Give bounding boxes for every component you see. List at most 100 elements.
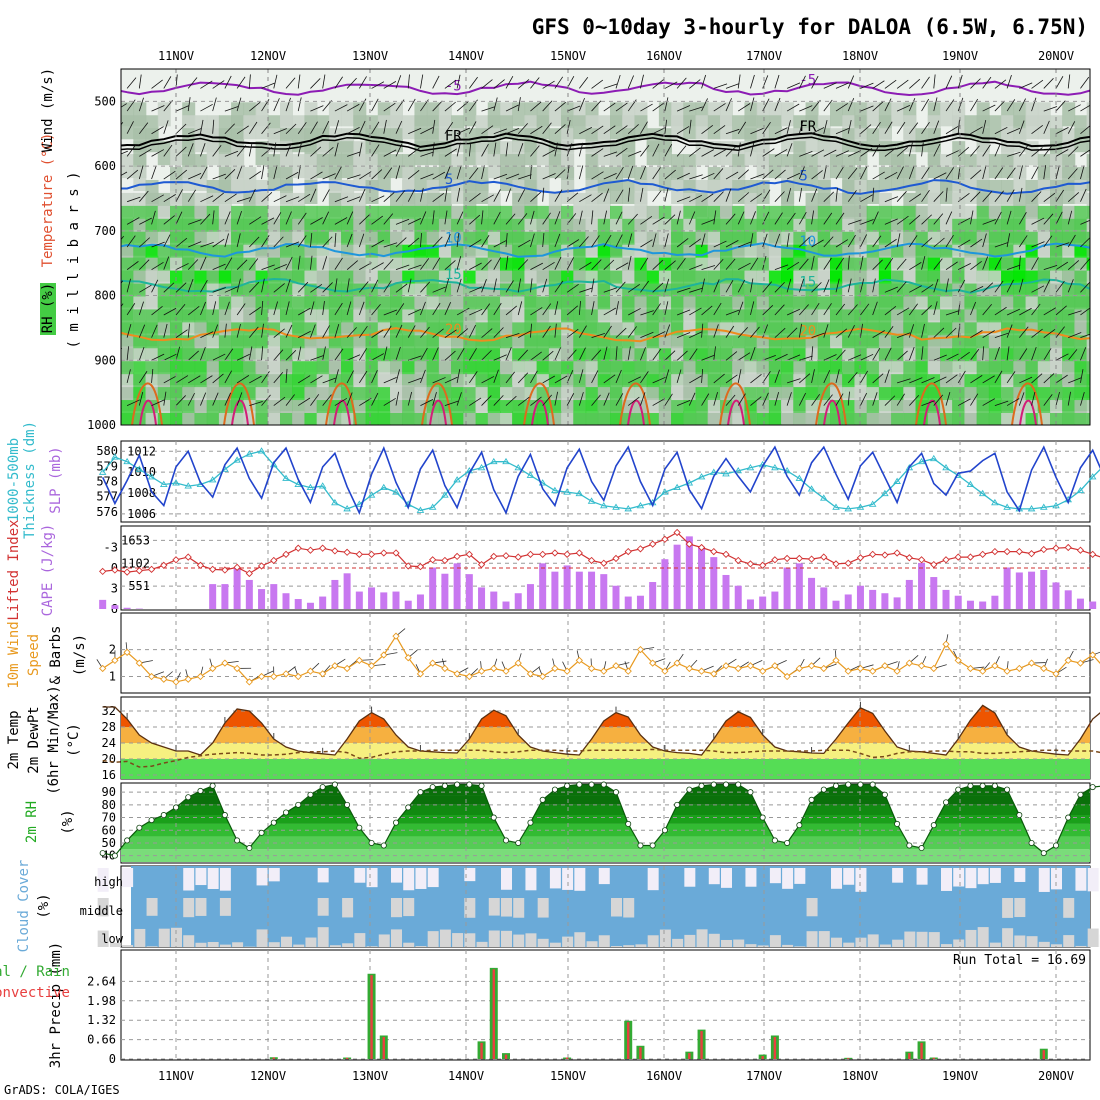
wind-barb: [725, 188, 732, 202]
wind-barb: [444, 302, 452, 316]
wind-barb: [835, 239, 849, 248]
wind-barb: [542, 233, 545, 248]
wind-barb: [285, 278, 291, 293]
wind-barb: [1080, 188, 1087, 202]
cloud-low: [354, 933, 366, 947]
wind-barb: [408, 218, 422, 225]
wind-barb: [456, 256, 462, 270]
wind-point: [490, 664, 498, 673]
wind-barb: [737, 369, 742, 384]
label-temp-units: (°C): [66, 723, 82, 757]
cape-bar: [526, 584, 534, 609]
wind-barb: [322, 147, 334, 157]
wind-barb: [371, 169, 383, 180]
rh-point: [735, 781, 742, 788]
thickness-point: [441, 491, 449, 498]
wind-barb: [982, 282, 994, 293]
wind-barb: [554, 76, 564, 89]
li-point: [979, 550, 987, 558]
wind-barb: [187, 97, 191, 112]
wind-barb: [1043, 264, 1058, 271]
wind-barb: [1067, 349, 1078, 361]
wind-barb: [322, 236, 333, 248]
li-point: [563, 550, 571, 558]
cloud-low: [745, 944, 757, 947]
wind-barb: [358, 76, 367, 89]
precip-convective-bar: [565, 1057, 569, 1059]
rh-cell: [548, 102, 562, 127]
cloud-low: [684, 934, 696, 947]
wind-barb: [187, 323, 191, 338]
cape-bar: [710, 557, 718, 609]
sfc-contour-hot: [531, 399, 549, 425]
wind-barb: [285, 77, 296, 89]
wind-barb: [627, 283, 640, 293]
rh-cell: [1001, 413, 1015, 425]
wind-barb: [1080, 347, 1087, 361]
wind-barb: [578, 369, 584, 384]
rh-point: [564, 782, 571, 789]
temp-band: [121, 727, 1090, 743]
wind-barb: [1043, 165, 1047, 180]
wind-barb: [811, 75, 819, 89]
wind-barb: [517, 123, 528, 134]
wind-barb: [896, 166, 904, 180]
wind-barb: [1093, 189, 1098, 202]
rh-cell: [891, 413, 905, 425]
li-point: [245, 569, 253, 578]
wind-barb: [346, 174, 361, 180]
rh-cell: [170, 141, 183, 166]
precip-convective-bar: [639, 1047, 642, 1059]
wind-barb: [554, 323, 557, 338]
cape-bar: [221, 584, 229, 609]
wind-barb: [1080, 392, 1085, 406]
wind-barb: [1093, 393, 1100, 405]
rh-cell: [671, 413, 685, 425]
tick-label: 2.64: [87, 974, 116, 988]
cloud-low: [146, 946, 158, 947]
rh-cell: [1086, 231, 1090, 256]
cape-bar: [355, 591, 363, 609]
wind-barb: [518, 330, 531, 338]
rh-cell: [964, 413, 978, 425]
li-point: [722, 550, 730, 558]
wind-barb: [151, 324, 158, 338]
wind-barb: [297, 346, 302, 361]
li-point: [759, 561, 767, 569]
wind-barb: [297, 281, 309, 293]
wind-barb: [603, 307, 617, 316]
rh-point: [576, 781, 583, 788]
wind-barb: [530, 233, 535, 248]
wind-barb: [151, 194, 164, 203]
rh-cell: [463, 413, 477, 425]
wind-point: [844, 667, 852, 675]
cloud-low: [317, 927, 329, 947]
wind-barb: [407, 391, 413, 406]
wind-barb: [224, 106, 239, 112]
wind-barb: [1093, 79, 1100, 89]
wind-barb: [750, 173, 764, 180]
wind-barb: [994, 370, 1003, 384]
cloud-low: [892, 939, 904, 947]
rh-point: [429, 784, 436, 791]
thickness-point: [844, 505, 853, 512]
wind-barb: [212, 119, 215, 134]
wind-barb: [493, 142, 497, 157]
cloud-mid: [1014, 898, 1026, 918]
precip-convective-bar: [932, 1057, 935, 1059]
cloud-clear-high: [977, 868, 989, 885]
wind-barb: [908, 347, 915, 361]
tick-label: 1012: [127, 444, 156, 458]
li-point: [221, 566, 229, 574]
wind-barb: [395, 346, 401, 361]
wind-barb: [896, 233, 901, 248]
li-point: [661, 535, 669, 543]
rh-point: [955, 786, 962, 793]
thickness-point: [135, 465, 144, 472]
wind-barb: [126, 196, 141, 203]
wind-barb: [762, 169, 774, 180]
cloud-clear-high: [366, 868, 378, 888]
wind-barb: [493, 79, 505, 89]
wind-barb: [664, 324, 671, 338]
wind-barb: [212, 263, 226, 271]
